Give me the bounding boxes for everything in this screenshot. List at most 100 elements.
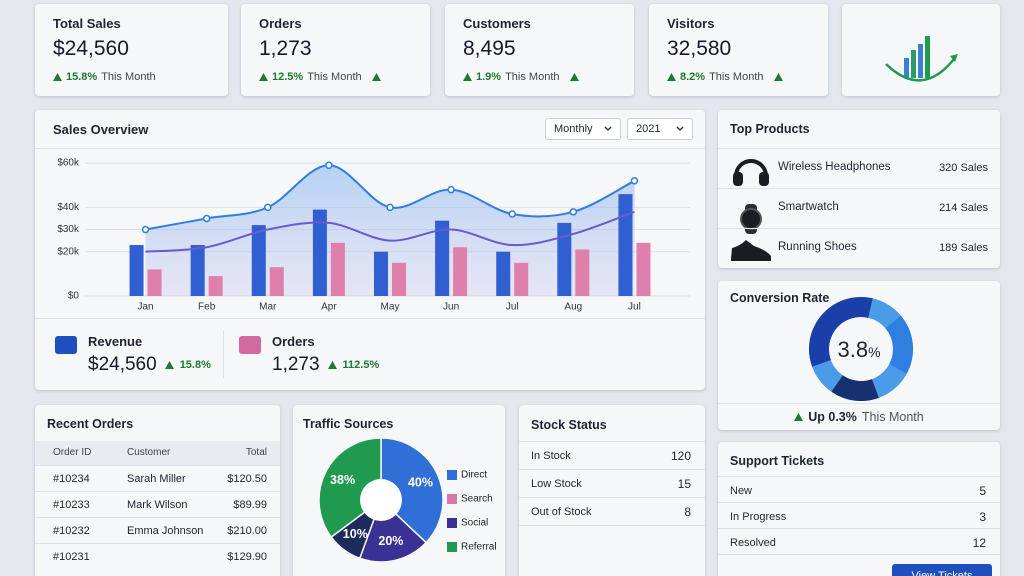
pie-slice <box>380 437 444 544</box>
table-cell: $210.00 <box>227 525 267 537</box>
kpi-card: Orders 1,273 12.5% This Month <box>241 4 430 96</box>
traffic-sources-card: Traffic Sources 40% 20% 10% 38% Direct Search S… <box>293 405 505 576</box>
arrow-shape <box>569 73 579 81</box>
legend-label: Social <box>461 518 488 529</box>
kpi-title: Total Sales <box>53 16 121 31</box>
y-tick-label: $20k <box>57 246 80 257</box>
card-title: Recent Orders <box>47 417 134 431</box>
legend-swatch <box>447 470 457 480</box>
x-tick-label: Jan <box>137 302 153 313</box>
x-tick-label: Aug <box>564 302 582 313</box>
legend-label: Direct <box>461 470 487 481</box>
row-label: In Stock <box>531 450 571 462</box>
divider <box>519 441 705 442</box>
area <box>145 165 635 296</box>
divider <box>718 476 1000 477</box>
divider <box>718 502 1000 503</box>
product-sales: 320 Sales <box>939 162 988 174</box>
kpi-period: This Month <box>505 71 560 83</box>
kpi-period: This Month <box>709 71 764 83</box>
x-tick-label: May <box>381 302 400 313</box>
legend-swatch <box>447 542 457 552</box>
table-cell: #10232 <box>53 525 90 537</box>
card-title: Top Products <box>730 122 810 136</box>
filter-dropdown[interactable]: Monthly <box>545 118 621 140</box>
bar <box>251 225 266 296</box>
chevron-shape <box>604 126 612 132</box>
divider <box>519 525 705 526</box>
bar <box>208 276 223 296</box>
kpi-change-row: 1.9% This Month <box>463 71 579 83</box>
pie-chart: 40% 20% 10% 38% Direct Search Social Referral <box>318 437 497 563</box>
slice-label: 20% <box>378 534 403 548</box>
summary-icon <box>55 336 77 354</box>
table-cell: #10234 <box>53 473 90 485</box>
kpi-change-row: 15.8% This Month <box>53 71 156 83</box>
conversion-ring <box>809 297 913 401</box>
divider <box>718 228 1000 229</box>
kpi-value: 32,580 <box>667 37 732 60</box>
row-value: 8 <box>684 505 691 519</box>
divider <box>718 403 1000 404</box>
row-label: In Progress <box>730 511 787 523</box>
y-tick-label: $0 <box>68 291 80 302</box>
bar <box>312 209 327 296</box>
table-cell: Sarah Miller <box>127 473 186 485</box>
kpi-change-row: 12.5% This Month <box>259 71 381 83</box>
kpi-card: Total Sales $24,560 15.8% This Month <box>35 4 228 96</box>
recent-orders-card: Recent Orders Order ID Customer Total #10234… <box>35 405 280 576</box>
x-tick-label: Mar <box>259 302 277 313</box>
product-name: Wireless Headphones <box>778 161 891 173</box>
divider <box>718 528 1000 529</box>
divider <box>35 148 705 149</box>
row-value: 15 <box>677 477 691 491</box>
filter-label: 2021 <box>636 123 661 135</box>
point <box>630 177 639 185</box>
kpi-value: 8,495 <box>463 37 516 60</box>
up-arrow <box>53 73 62 81</box>
summary-value: $24,560 <box>88 354 157 375</box>
product-sales: 189 Sales <box>939 242 988 254</box>
conversion-value-row: 3.8% <box>718 337 1000 363</box>
bar <box>618 194 633 296</box>
sales-chart: $0 $20k $30k $40k $60k Jan Feb Mar Apr May Jun Jul A… <box>57 158 690 313</box>
column-header: Customer <box>127 447 171 458</box>
sales-overview-card: Sales Overview Monthly 2021 $0 $20k $30k $40k $… <box>35 110 705 390</box>
point <box>325 161 333 170</box>
stock-status-card: Stock Status In Stock 120 Low Stock 15 Out of… <box>519 405 705 576</box>
kpi-period: This Month <box>307 71 362 83</box>
bar <box>269 267 284 296</box>
view-tickets-button[interactable]: View Tickets <box>892 564 992 576</box>
divider <box>519 497 705 498</box>
kpi-change: 12.5% <box>272 71 304 83</box>
kpi-title: Orders <box>259 16 302 31</box>
summary-divider <box>223 330 224 378</box>
x-tick-label: Jul <box>506 302 519 313</box>
kpi-change: 15.8% <box>66 71 98 83</box>
kpi-card: Visitors 32,580 8.2% This Month <box>649 4 828 96</box>
pie-hole <box>360 479 402 521</box>
table-header-bg <box>35 441 280 465</box>
point <box>447 185 455 194</box>
point <box>569 208 578 216</box>
conversion-card: Conversion Rate 3.8% Up 0.3% This Month <box>718 281 1000 430</box>
bar <box>129 245 144 296</box>
summary-label: Revenue <box>88 334 143 349</box>
filter-dropdown[interactable]: 2021 <box>627 118 693 140</box>
arrow-shape <box>327 361 337 369</box>
column-header: Total <box>245 447 267 458</box>
divider <box>35 465 280 466</box>
conversion-change: Up 0.3% <box>808 410 857 424</box>
mini-chart-icon <box>885 36 958 82</box>
card-title: Sales Overview <box>53 122 149 137</box>
bar <box>575 249 590 296</box>
arrow-shape <box>794 413 804 421</box>
x-tick-label: Jul <box>628 302 641 313</box>
arrow-shape <box>53 73 62 81</box>
row-value: 12 <box>972 536 986 550</box>
point <box>202 214 211 223</box>
point <box>508 210 516 218</box>
bar <box>330 242 345 296</box>
table-cell: $120.50 <box>227 473 267 485</box>
row-value: 5 <box>979 484 986 498</box>
